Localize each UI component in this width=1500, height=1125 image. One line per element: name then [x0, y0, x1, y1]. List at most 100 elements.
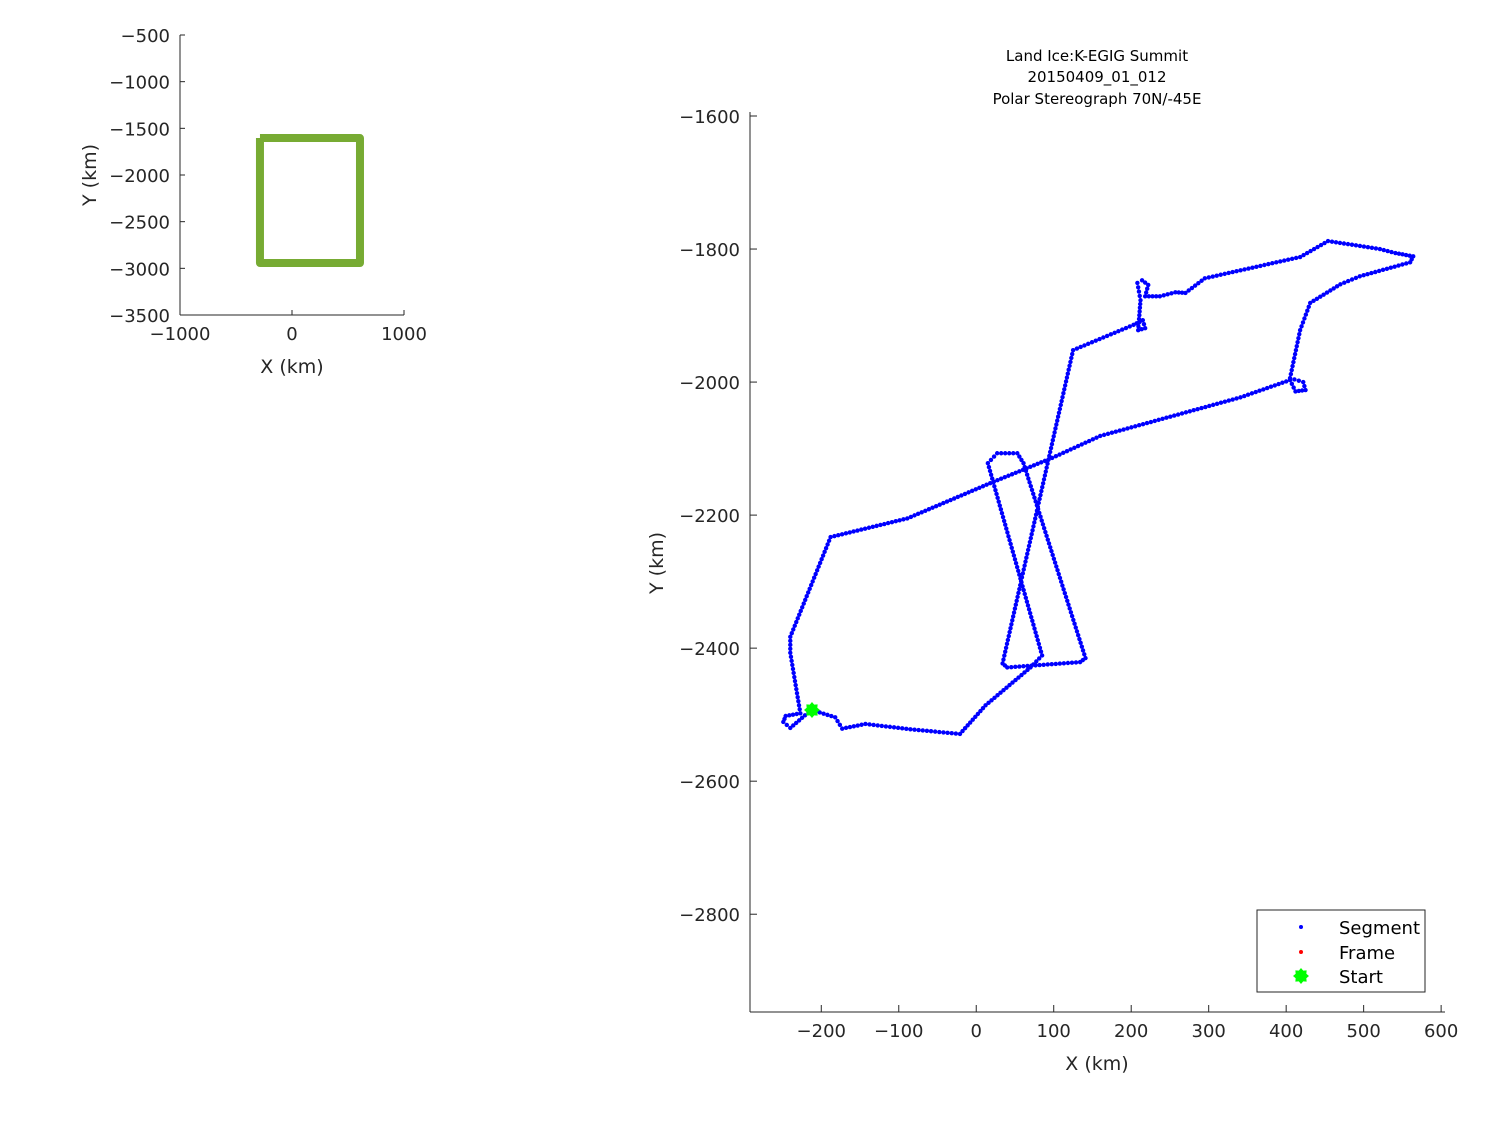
segment-point [1068, 610, 1074, 615]
segment-point [1009, 472, 1015, 477]
segment-point [1338, 282, 1343, 287]
segment-point [1101, 335, 1106, 340]
segment-point [924, 728, 930, 734]
segment-point [1136, 423, 1142, 428]
segment-point [816, 564, 821, 569]
segment-point [995, 495, 1000, 501]
legend[interactable]: Segment Frame Start [1256, 909, 1426, 993]
segment-point [1065, 660, 1071, 666]
segment-point [1041, 477, 1047, 482]
segment-point [1033, 663, 1038, 668]
segment-point [797, 612, 802, 617]
segment-point [1041, 525, 1047, 531]
segment-point [1192, 283, 1198, 288]
segment-point [1097, 336, 1102, 342]
segment-series [781, 238, 1416, 737]
x-tick-label: −1000 [150, 324, 211, 345]
y-tick-label: −2000 [109, 166, 170, 187]
segment-point [863, 721, 868, 727]
segment-point [965, 723, 970, 728]
segment-point [1325, 238, 1331, 244]
segment-point [1202, 276, 1208, 281]
segment-point [784, 722, 790, 728]
segment-point [1289, 256, 1295, 261]
segment-point [788, 725, 793, 731]
segment-point [825, 712, 830, 718]
segment-point [1303, 312, 1309, 317]
segment-point [851, 724, 857, 729]
segment-point [1304, 250, 1310, 256]
segment-point [1385, 248, 1390, 254]
segment-point [1264, 385, 1270, 391]
segment-point [1094, 435, 1099, 440]
segment-point [1296, 378, 1302, 383]
segment-point [855, 528, 860, 533]
segment-point [1061, 661, 1067, 666]
segment-point [949, 730, 954, 736]
segment-point [1024, 599, 1030, 604]
segment-point [1032, 495, 1037, 500]
segment-point [1136, 316, 1142, 322]
segment-point [832, 533, 837, 539]
segment-point [1028, 535, 1033, 541]
segment-point [1026, 543, 1032, 549]
segment-point [1230, 397, 1235, 402]
segment-point [1301, 252, 1306, 258]
segment-point [1337, 240, 1343, 246]
segment-point [1039, 488, 1044, 494]
segment-point [1160, 416, 1165, 422]
segment-point [817, 560, 823, 566]
segment-point [1135, 285, 1141, 290]
segment-point [995, 693, 1000, 698]
y-tick-label: −2600 [679, 772, 740, 793]
segment-point [820, 553, 826, 558]
segment-point [1226, 398, 1231, 403]
segment-point [1039, 460, 1044, 465]
segment-point [1065, 371, 1071, 376]
segment-point [1226, 270, 1231, 276]
segment-point [1033, 512, 1039, 517]
segment-point [932, 729, 938, 734]
segment-point [955, 494, 960, 500]
segment-point [915, 511, 921, 517]
segment-point [1024, 466, 1029, 471]
segment-point [1302, 383, 1307, 389]
segment-point [1117, 428, 1122, 433]
segment-point [893, 519, 898, 524]
segment-point [1136, 289, 1142, 294]
segment-point [923, 508, 928, 513]
segment-point [819, 557, 824, 562]
segment-point [1139, 326, 1144, 332]
segment-point [1068, 447, 1073, 452]
segment-point [983, 703, 988, 708]
segment-point [1143, 290, 1149, 295]
segment-point [792, 674, 797, 680]
segment-point [1109, 430, 1115, 435]
segment-point [1013, 602, 1019, 607]
segment-point [790, 666, 796, 672]
segment-point [926, 507, 932, 512]
segment-point [1053, 661, 1058, 667]
segment-point [1004, 526, 1009, 531]
segment-point [1080, 648, 1086, 653]
segment-point [967, 720, 973, 725]
segment-point [1157, 294, 1163, 299]
segment-point [1389, 249, 1394, 255]
segment-point [1005, 530, 1010, 535]
segment-point [1069, 613, 1075, 619]
segment-point [1234, 396, 1239, 401]
segment-point [1396, 251, 1402, 256]
segment-point [1353, 275, 1359, 281]
x-tick-label: 1000 [381, 324, 427, 345]
segment-point [1052, 560, 1058, 565]
segment-point [985, 461, 991, 466]
segment-point [1011, 553, 1017, 558]
segment-point [1183, 290, 1188, 296]
segment-point [1039, 653, 1045, 658]
segment-point [808, 582, 814, 588]
segment-point [790, 712, 796, 717]
segment-point [1021, 567, 1026, 572]
segment-point [1168, 414, 1173, 419]
segment-point [1305, 308, 1310, 313]
segment-point [1008, 625, 1013, 631]
